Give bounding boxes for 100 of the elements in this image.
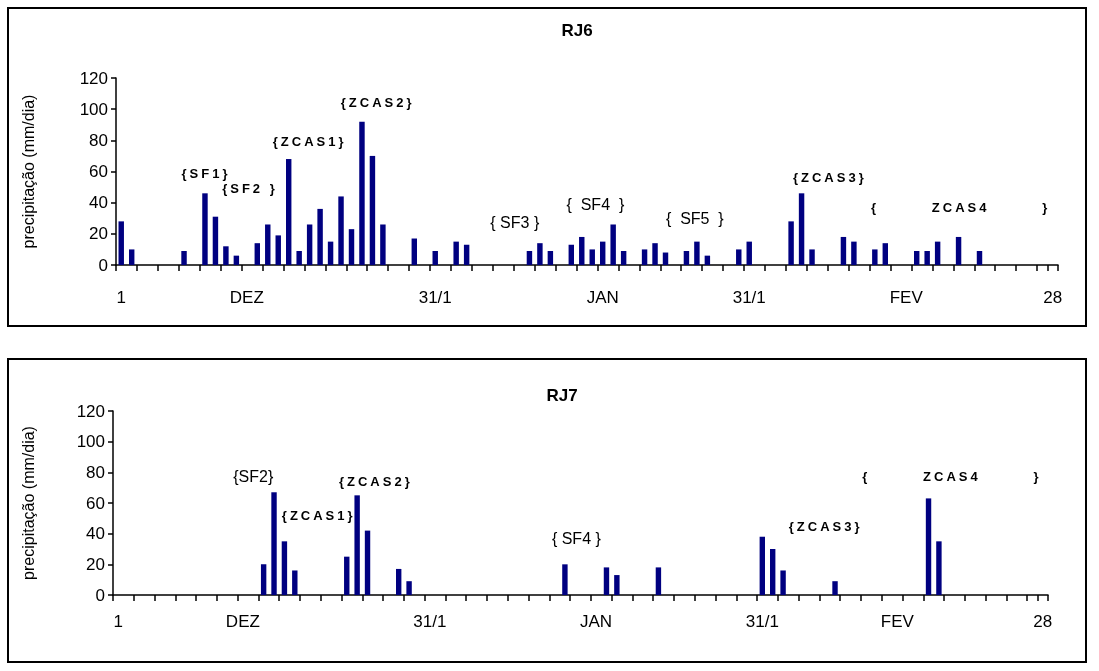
bar — [223, 246, 229, 265]
bar — [317, 208, 323, 265]
annotation: {SF1} — [181, 165, 231, 181]
y-tick-label: 0 — [98, 255, 108, 275]
bar — [759, 536, 766, 595]
annotation: { SF4 } — [566, 195, 625, 213]
x-tick-label: 1 — [116, 288, 126, 307]
bar — [736, 249, 742, 265]
annotation: {ZCAS3} — [792, 170, 867, 186]
bar — [271, 492, 277, 595]
x-tick-label: FEV — [889, 288, 924, 307]
bar — [562, 564, 568, 595]
x-tick-label: 28 — [1043, 288, 1063, 307]
bar — [614, 575, 620, 595]
bar — [610, 224, 616, 265]
y-tick-label: 60 — [86, 493, 105, 513]
chart-title: RJ6 — [561, 21, 593, 40]
bar — [463, 244, 470, 265]
bar — [788, 221, 794, 265]
bar — [281, 541, 288, 595]
bar — [913, 250, 920, 265]
x-tick-label: DEZ — [229, 288, 264, 307]
y-tick-label: 40 — [89, 193, 108, 213]
bar — [395, 568, 402, 595]
annotation: {SF2} — [233, 468, 274, 486]
bar — [798, 193, 805, 265]
bar — [380, 224, 386, 265]
bar — [354, 495, 360, 595]
x-tick-label: 28 — [1033, 612, 1053, 631]
bar — [338, 196, 344, 265]
x-tick-label: 31/1 — [732, 288, 766, 307]
annotation: {SF2 } — [222, 181, 278, 197]
annotation: { ZCAS4 } — [870, 199, 1051, 215]
bar — [924, 250, 930, 265]
bar — [620, 250, 627, 265]
bar — [832, 581, 838, 595]
bar — [683, 250, 690, 265]
bar — [306, 224, 313, 265]
bar — [327, 241, 334, 265]
y-tick-label: 80 — [89, 130, 108, 150]
bar — [453, 241, 459, 265]
annotation: {ZCAS2} — [338, 474, 413, 490]
bar — [976, 250, 983, 265]
bar — [694, 241, 700, 265]
bar — [296, 250, 302, 265]
bar — [746, 241, 752, 265]
bar — [411, 238, 418, 265]
bar — [265, 224, 271, 265]
bar — [840, 236, 847, 265]
bar — [872, 249, 878, 265]
y-axis-title: precipitação (mm/dia) — [19, 426, 37, 580]
bar — [526, 250, 533, 265]
annotation: {ZCAS1} — [281, 507, 356, 523]
bar — [568, 244, 575, 265]
bar — [359, 121, 365, 265]
y-tick-label: 100 — [76, 432, 105, 452]
bar — [652, 243, 658, 265]
annotation: { ZCAS4 } — [862, 469, 1042, 485]
bar — [260, 564, 267, 595]
bar — [406, 581, 412, 595]
bar — [936, 541, 942, 595]
y-tick-label: 40 — [86, 524, 105, 544]
chart-title: RJ7 — [546, 386, 578, 405]
annotation: {ZCAS1} — [272, 134, 347, 150]
bar — [285, 159, 292, 265]
annotation: { SF4 } — [551, 529, 602, 547]
bar — [882, 243, 889, 265]
bar — [275, 235, 281, 265]
annotation: { SF5 } — [665, 209, 725, 227]
annotation: {ZCAS3} — [788, 518, 863, 534]
bar — [641, 249, 648, 265]
annotation: {ZCAS2} — [340, 95, 415, 111]
y-tick-label: 20 — [86, 554, 105, 574]
y-axis-title: precipitação (mm/dia) — [19, 94, 37, 249]
bar — [769, 549, 776, 595]
x-tick-label: 31/1 — [745, 612, 779, 631]
bar — [212, 216, 219, 265]
bar — [118, 221, 124, 265]
bar — [537, 243, 543, 265]
x-tick-label: JAN — [586, 288, 619, 307]
bar — [369, 155, 376, 265]
bar — [925, 498, 932, 595]
x-tick-label: 31/1 — [413, 612, 447, 631]
y-tick-label: 60 — [89, 162, 108, 181]
bar — [655, 567, 662, 595]
x-tick-label: JAN — [580, 612, 613, 631]
bar — [780, 570, 786, 595]
bar — [955, 236, 962, 265]
y-tick-label: 20 — [89, 224, 108, 244]
bar — [128, 249, 135, 265]
bar — [432, 250, 438, 265]
bar — [589, 249, 595, 265]
bar — [344, 556, 350, 595]
y-tick-label: 120 — [79, 68, 108, 88]
y-tick-label: 100 — [79, 99, 108, 119]
bar — [579, 236, 585, 265]
bar — [547, 250, 554, 265]
bar — [202, 193, 208, 265]
x-tick-label: DEZ — [225, 612, 260, 631]
bar — [934, 241, 941, 265]
